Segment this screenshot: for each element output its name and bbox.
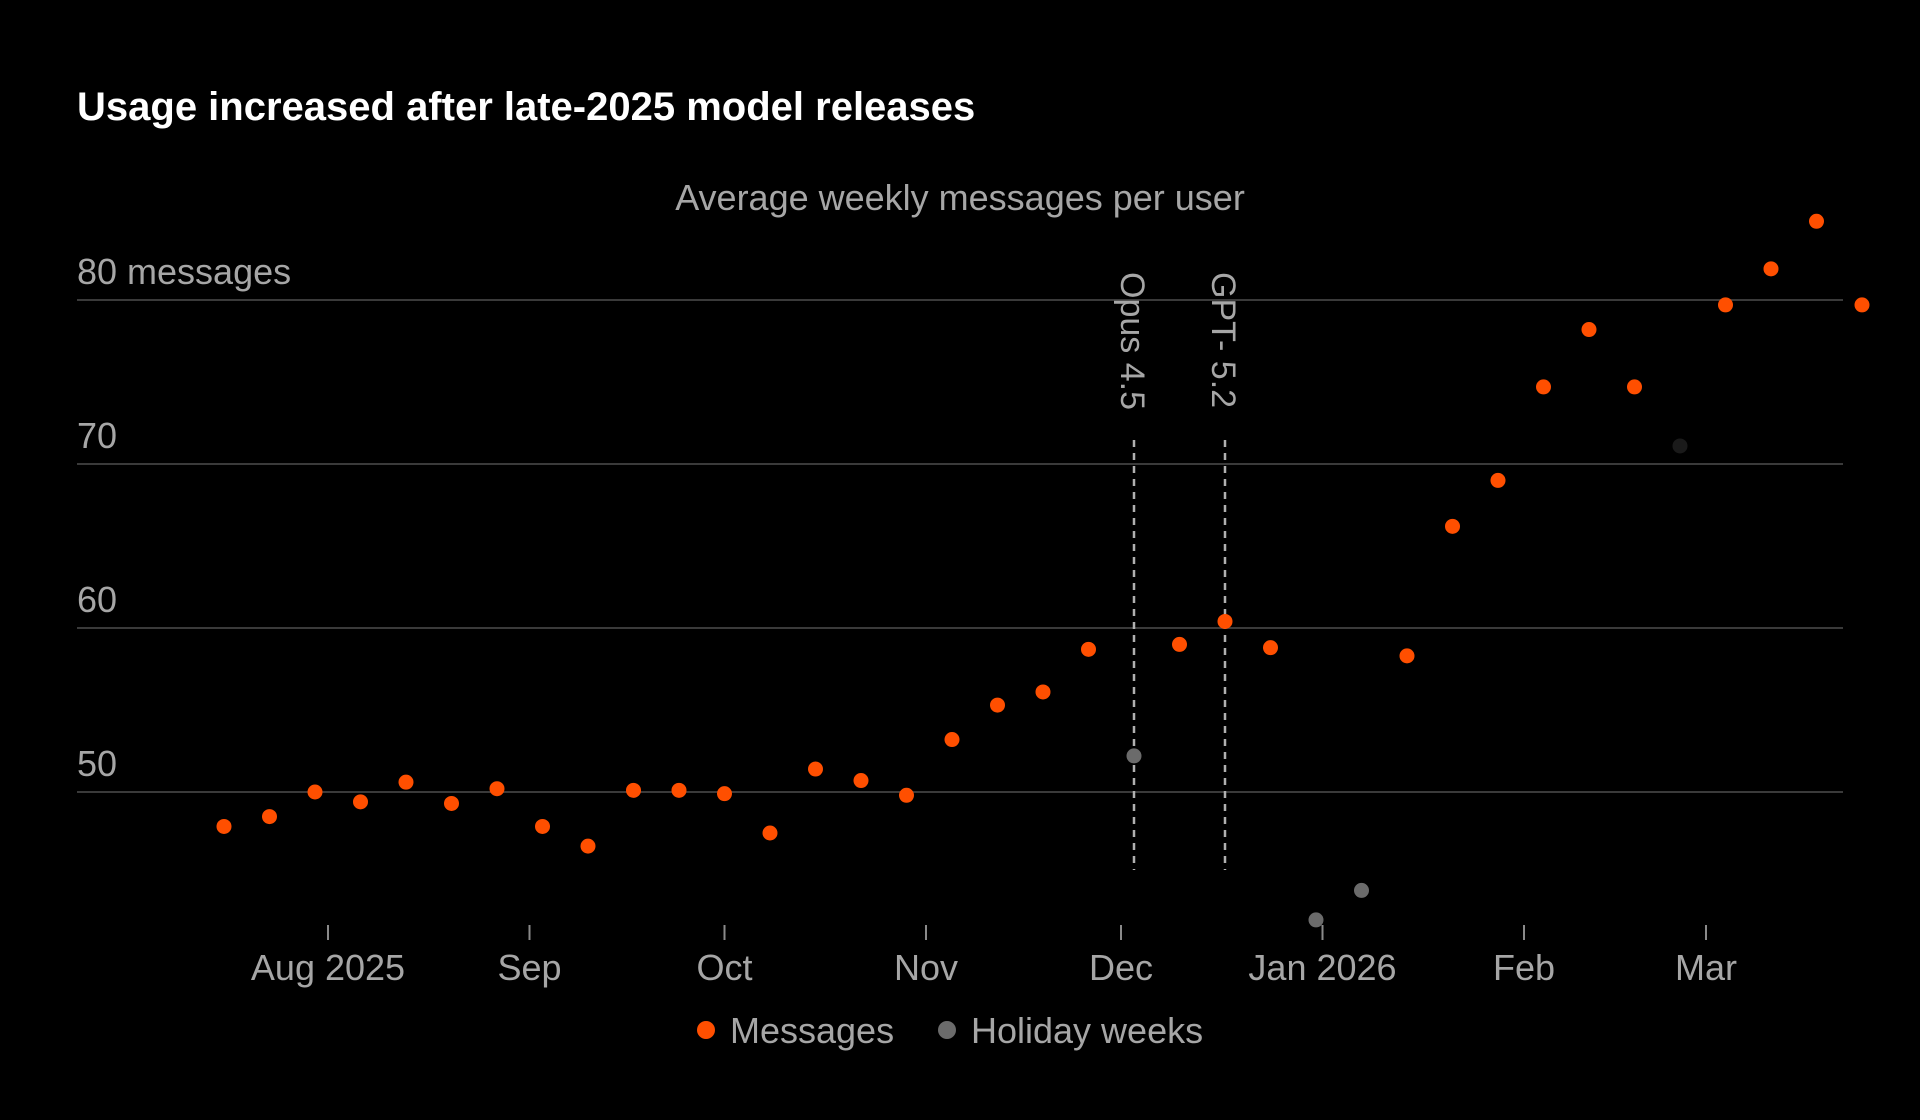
holiday-week-point bbox=[1672, 438, 1688, 454]
legend-label: Messages bbox=[730, 1010, 894, 1051]
messages-point bbox=[580, 838, 596, 854]
messages-point bbox=[1263, 640, 1278, 656]
messages-point bbox=[1536, 379, 1551, 395]
messages-point bbox=[1718, 297, 1733, 313]
messages-point bbox=[1627, 379, 1642, 395]
messages-point bbox=[262, 809, 277, 825]
messages-point bbox=[944, 732, 960, 748]
y-tick-label: 80 messages bbox=[77, 251, 291, 292]
messages-point bbox=[853, 773, 869, 789]
messages-point bbox=[444, 795, 459, 811]
holiday-week-point bbox=[1354, 882, 1369, 898]
messages-point bbox=[1217, 613, 1233, 629]
legend: Messages Holiday weeks bbox=[697, 1010, 1203, 1051]
messages-point bbox=[535, 818, 550, 834]
messages-point bbox=[489, 781, 505, 797]
x-tick-label: Oct bbox=[696, 947, 752, 988]
messages-point bbox=[1445, 518, 1460, 534]
y-axis-ticks: 50 60 70 80 messages bbox=[77, 251, 291, 784]
x-axis-ticks: Aug 2025 Sep Oct Nov Dec Jan 2026 Feb Mar bbox=[251, 925, 1737, 988]
messages-point bbox=[808, 761, 823, 777]
release-marker-label: GPT- 5.2 bbox=[1204, 272, 1242, 408]
messages-point bbox=[1581, 322, 1597, 338]
messages-point bbox=[762, 825, 778, 841]
y-tick-label: 50 bbox=[77, 743, 117, 784]
chart-title: Usage increased after late-2025 model re… bbox=[77, 85, 975, 129]
messages-point bbox=[1763, 261, 1779, 277]
messages-point bbox=[398, 774, 414, 790]
messages-point bbox=[1854, 297, 1870, 313]
messages-point bbox=[307, 784, 323, 800]
messages-point bbox=[899, 787, 914, 803]
holiday-week-point bbox=[1308, 912, 1324, 928]
grid-lines bbox=[77, 299, 1843, 793]
messages-point bbox=[717, 786, 732, 802]
messages-point bbox=[353, 794, 368, 810]
messages-point bbox=[1035, 684, 1051, 700]
data-points bbox=[216, 213, 1870, 928]
legend-label: Holiday weeks bbox=[971, 1010, 1203, 1051]
annotations: Opus 4.5 GPT- 5.2 bbox=[1113, 272, 1242, 870]
x-tick-label: Sep bbox=[497, 947, 561, 988]
messages-point bbox=[671, 782, 687, 798]
messages-point bbox=[1172, 636, 1187, 652]
messages-point bbox=[216, 818, 232, 834]
holiday-week-point bbox=[1126, 748, 1142, 764]
release-marker-label: Opus 4.5 bbox=[1113, 272, 1151, 410]
messages-point bbox=[626, 782, 641, 798]
x-tick-label: Mar bbox=[1675, 947, 1737, 988]
messages-point bbox=[1081, 641, 1096, 657]
x-tick-label: Dec bbox=[1089, 947, 1153, 988]
messages-point bbox=[1809, 213, 1824, 229]
y-tick-label: 60 bbox=[77, 579, 117, 620]
messages-point bbox=[990, 697, 1005, 713]
legend-marker bbox=[697, 1021, 715, 1039]
y-tick-label: 70 bbox=[77, 415, 117, 456]
x-tick-label: Aug 2025 bbox=[251, 947, 405, 988]
messages-point bbox=[1399, 648, 1415, 664]
x-tick-label: Nov bbox=[894, 947, 958, 988]
messages-point bbox=[1490, 472, 1506, 488]
x-tick-label: Jan 2026 bbox=[1248, 947, 1396, 988]
x-tick-label: Feb bbox=[1493, 947, 1555, 988]
legend-marker bbox=[938, 1021, 956, 1039]
chart-subtitle: Average weekly messages per user bbox=[675, 177, 1245, 218]
